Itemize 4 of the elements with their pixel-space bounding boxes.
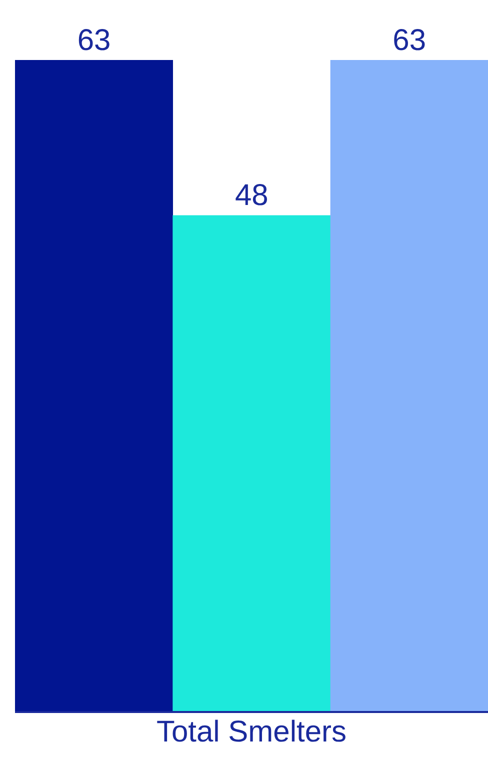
data-label: 63 bbox=[77, 24, 111, 57]
data-label: 63 bbox=[392, 24, 426, 57]
data-label: 48 bbox=[234, 179, 268, 212]
x-tick-label: Total Smelters bbox=[156, 715, 347, 748]
